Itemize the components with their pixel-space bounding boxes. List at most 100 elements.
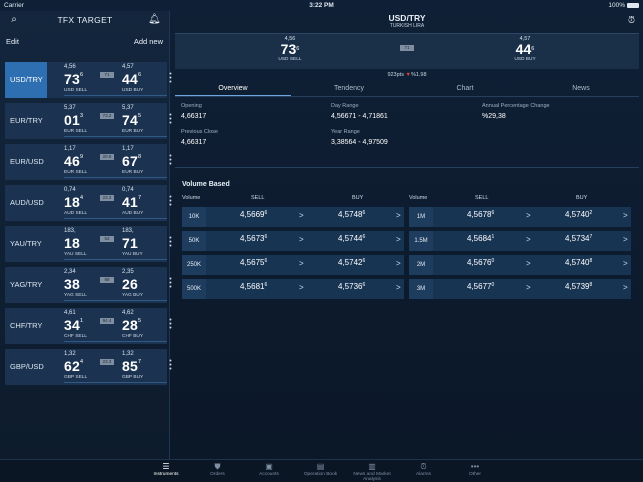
more-options-icon[interactable]: • • • [169,153,172,168]
instrument-card[interactable]: YAG/TRY 2,34 38 YAG SELL 88 2,35 26 YAG BUY • • • [5,267,172,303]
tab-overview[interactable]: Overview [218,85,248,92]
bottom-tab-accounts[interactable]: ▣ Accounts [243,462,295,477]
instrument-name[interactable]: AUD/USD [10,198,44,207]
chevron-right-icon[interactable]: > [623,283,628,292]
bell-icon[interactable]: 🔔︎ [148,14,161,25]
buy-price[interactable]: 4,62 285 CHF BUY [122,309,170,343]
buy-big-digits: 285 [122,317,142,333]
volume-row: 50K 4,56736 >4,57446 > [182,231,404,251]
bottom-tab-orders[interactable]: ⛊ Orders [192,462,244,477]
instrument-card[interactable]: USD/TRY 4,56 736 USD SELL 71 4,57 446 USD BUY • •… [5,62,172,98]
sell-price[interactable]: 5,37 013 EUR SELL [64,104,112,138]
instrument-card[interactable]: YAU/TRY 183, 18 YAU SELL 53 183, 71 YAU BUY • • • [5,226,172,262]
buy-price[interactable]: 1,17 678 EUR BUY [122,145,170,179]
tab-active-indicator [175,95,291,96]
bottom-tab-instruments[interactable]: ☰ Instruments [140,462,192,477]
quote-buy[interactable]: 4,57 446 USD BUY [495,36,555,62]
more-options-icon[interactable]: • • • [169,112,172,127]
chevron-right-icon[interactable]: > [299,235,304,244]
instrument-card[interactable]: CHF/TRY 4,61 341 CHF SELL 94.4 4,62 285 CHF BUY… [5,308,172,344]
instrument-name[interactable]: YAU/TRY [10,239,42,248]
detail-header: USD/TRY TURKISH LIRA ⏰︎ [171,11,643,33]
instrument-name[interactable]: CHF/TRY [10,321,43,330]
chevron-right-icon[interactable]: > [623,211,628,220]
more-options-icon[interactable]: • • • [169,276,172,291]
buy-price[interactable]: 5,37 745 EUR BUY [122,104,170,138]
volume-sell-price[interactable]: 4,56841 [467,234,495,243]
volume-buy-price[interactable]: 4,57446 [338,234,366,243]
instrument-name[interactable]: EUR/TRY [10,116,43,125]
tab-news[interactable]: News [572,85,590,92]
volume-sell-price[interactable]: 4,56816 [240,282,268,291]
volume-sell-price[interactable]: 4,56770 [467,282,495,291]
bottom-tab-label: Orders [210,472,225,477]
add-new-button[interactable]: Add new [133,37,163,46]
buy-price[interactable]: 0,74 417 AUD BUY [122,186,170,220]
bottom-tab-alarm[interactable]: ⏰︎ Alarms [398,462,450,477]
volume-buy-price[interactable]: 4,57426 [338,258,366,267]
more-options-icon[interactable]: • • • [169,235,172,250]
price-underline [64,382,167,383]
spread-badge: 20.8 [100,154,114,160]
chevron-right-icon[interactable]: > [526,283,531,292]
instrument-card[interactable]: EUR/USD 1,17 469 EUR SELL 20.8 1,17 678 EUR BUY… [5,144,172,180]
chevron-right-icon[interactable]: > [396,235,401,244]
tab-tendency[interactable]: Tendency [334,85,364,92]
instrument-card[interactable]: AUD/USD 0,74 184 AUD SELL 23.2 0,74 417 AUD BUY… [5,185,172,221]
search-icon[interactable]: ⌕ [11,14,17,25]
volume-label: 10K [182,207,206,227]
instrument-card[interactable]: GBP/USD 1,32 624 GBP SELL 23.3 1,32 857 GBP BUY… [5,349,172,385]
bottom-tab-news-chart[interactable]: ▥ News and Market Analysis [346,462,398,482]
volume-buy-price[interactable]: 4,57366 [338,282,366,291]
chevron-right-icon[interactable]: > [299,211,304,220]
chevron-right-icon[interactable]: > [299,283,304,292]
volume-buy-price[interactable]: 4,57347 [565,234,593,243]
sell-price[interactable]: 1,32 624 GBP SELL [64,350,112,384]
sell-price[interactable]: 183, 18 YAU SELL [64,227,112,261]
volume-buy-price[interactable]: 4,57408 [565,258,593,267]
bottom-tab-more[interactable]: ••• Other [449,462,501,477]
buy-label: YAU BUY [122,252,143,257]
volume-buy-price[interactable]: 4,57402 [565,210,593,219]
volume-sell-price[interactable]: 4,56696 [240,210,268,219]
chevron-right-icon[interactable]: > [526,235,531,244]
buy-price[interactable]: 183, 71 YAU BUY [122,227,170,261]
chevron-right-icon[interactable]: > [526,259,531,268]
volume-sell-price[interactable]: 4,56786 [467,210,495,219]
price-underline [64,259,167,260]
chevron-right-icon[interactable]: > [623,235,628,244]
chevron-right-icon[interactable]: > [623,259,628,268]
more-options-icon[interactable]: • • • [169,71,172,86]
alarm-clock-icon[interactable]: ⏰︎ [627,15,635,25]
buy-price[interactable]: 4,57 446 USD BUY [122,63,170,97]
sell-price[interactable]: 0,74 184 AUD SELL [64,186,112,220]
quote-sell[interactable]: 4,56 736 USD SELL [260,36,320,62]
instrument-name[interactable]: GBP/USD [10,362,44,371]
sell-price[interactable]: 2,34 38 YAG SELL [64,268,112,302]
sell-price[interactable]: 4,56 736 USD SELL [64,63,112,97]
buy-price[interactable]: 2,35 26 YAG BUY [122,268,170,302]
chevron-right-icon[interactable]: > [526,211,531,220]
volume-sell-price[interactable]: 4,56756 [240,258,268,267]
instrument-name[interactable]: USD/TRY [5,62,47,98]
volume-buy-price[interactable]: 4,57398 [565,282,593,291]
volume-buy-price[interactable]: 4,57486 [338,210,366,219]
chevron-right-icon[interactable]: > [299,259,304,268]
sell-price[interactable]: 4,61 341 CHF SELL [64,309,112,343]
more-options-icon[interactable]: • • • [169,358,172,373]
chevron-right-icon[interactable]: > [396,283,401,292]
more-options-icon[interactable]: • • • [169,194,172,209]
tab-chart[interactable]: Chart [456,85,474,92]
instrument-name[interactable]: EUR/USD [10,157,44,166]
bottom-tab-operation-book[interactable]: ▤ Operation Book [295,462,347,477]
sell-price[interactable]: 1,17 469 EUR SELL [64,145,112,179]
volume-sell-price[interactable]: 4,56736 [240,234,268,243]
instrument-name[interactable]: YAG/TRY [10,280,43,289]
more-options-icon[interactable]: • • • [169,317,172,332]
buy-price[interactable]: 1,32 857 GBP BUY [122,350,170,384]
instrument-card[interactable]: EUR/TRY 5,37 013 EUR SELL 73.2 5,37 745 EUR BUY… [5,103,172,139]
edit-button[interactable]: Edit [6,37,19,46]
volume-sell-price[interactable]: 4,56760 [467,258,495,267]
chevron-right-icon[interactable]: > [396,259,401,268]
chevron-right-icon[interactable]: > [396,211,401,220]
